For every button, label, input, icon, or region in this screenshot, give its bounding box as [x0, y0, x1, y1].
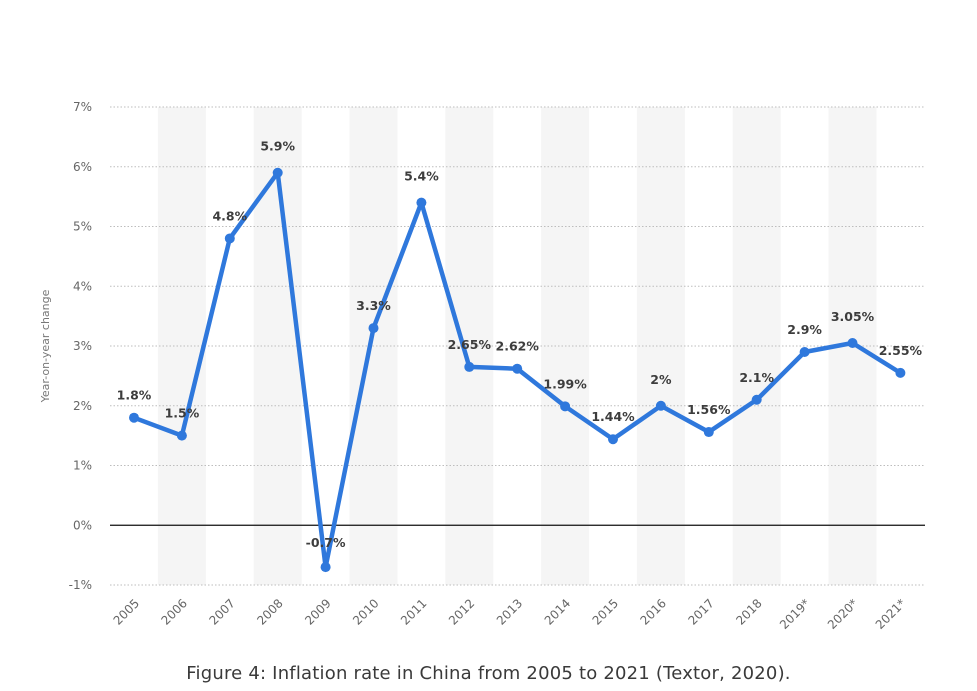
- data-point: [416, 197, 427, 208]
- data-point: [703, 427, 714, 438]
- data-point: [751, 394, 762, 405]
- column-band: [732, 107, 781, 585]
- x-tick-label: 2020*: [825, 596, 861, 632]
- data-point: [320, 562, 331, 573]
- x-axis-ticks: 2005 2006 2007 2008 2009 2010 2011 2012 2013 2014…: [111, 596, 909, 632]
- data-label: 2%: [650, 372, 672, 387]
- data-point: [464, 361, 475, 372]
- y-tick-label: 7%: [73, 100, 92, 114]
- x-tick-label: 2017: [685, 596, 716, 627]
- y-tick-label: 0%: [73, 518, 92, 532]
- x-tick-label: 2015: [590, 596, 621, 627]
- data-label: 1.99%: [543, 376, 587, 391]
- x-tick-label: 2010: [350, 596, 381, 627]
- data-label: -0.7%: [306, 535, 346, 550]
- y-tick-label: 1%: [73, 459, 92, 473]
- data-label: 2.62%: [496, 339, 540, 354]
- data-label: 4.8%: [212, 208, 247, 223]
- x-tick-label: 2005: [111, 596, 142, 627]
- data-label: 5.9%: [260, 139, 295, 154]
- x-tick-label: 2016: [638, 596, 669, 627]
- data-point: [272, 167, 283, 178]
- data-point: [129, 412, 139, 423]
- data-point: [368, 323, 379, 334]
- y-tick-label: 5%: [73, 220, 92, 234]
- data-point: [176, 430, 187, 441]
- x-tick-label: 2019*: [777, 596, 813, 632]
- y-axis-label: Year-on-year change: [39, 289, 52, 403]
- data-point: [512, 363, 523, 374]
- data-label: 5.4%: [404, 169, 439, 184]
- gridlines: [110, 106, 925, 586]
- data-point: [655, 400, 666, 411]
- x-tick-label: 2014: [542, 596, 573, 627]
- data-label: 3.05%: [831, 309, 875, 324]
- x-tick-label: 2012: [446, 596, 477, 627]
- data-points: [129, 167, 906, 573]
- data-label: 1.44%: [591, 409, 635, 424]
- x-tick-label: 2013: [494, 596, 525, 627]
- y-tick-label: 2%: [73, 399, 92, 413]
- y-tick-label: 4%: [73, 279, 92, 293]
- x-tick-label: 2009: [302, 596, 333, 627]
- y-tick-label: 6%: [73, 160, 92, 174]
- data-label: 3.3%: [356, 298, 391, 313]
- figure-caption: Figure 4: Inflation rate in China from 2…: [186, 663, 791, 684]
- line-chart: -1%0%1%2%3%4%5%6%7% Year-on-year change …: [39, 100, 925, 632]
- x-tick-label: 2021*: [873, 596, 909, 632]
- y-tick-label: -1%: [69, 578, 92, 592]
- data-point: [560, 401, 571, 412]
- x-tick-label: 2011: [398, 596, 429, 627]
- x-tick-label: 2018: [733, 596, 764, 627]
- data-point: [895, 367, 906, 378]
- data-point: [224, 233, 235, 244]
- data-label: 2.1%: [739, 370, 774, 385]
- data-labels: 1.8% 1.5% 4.8% 5.9% -0.7% 3.3% 5.4% 2.65% 2.62% 1…: [117, 139, 923, 550]
- data-label: 2.65%: [448, 337, 492, 352]
- data-label: 1.8%: [117, 388, 152, 403]
- data-label: 1.56%: [687, 402, 731, 417]
- x-tick-label: 2007: [206, 596, 237, 627]
- data-point: [847, 338, 858, 349]
- data-label: 2.9%: [787, 322, 822, 337]
- y-tick-label: 3%: [73, 339, 92, 353]
- x-tick-label: 2008: [254, 596, 285, 627]
- data-label: 2.55%: [879, 343, 923, 358]
- data-label: 1.5%: [165, 406, 200, 421]
- x-tick-label: 2006: [159, 596, 190, 627]
- data-point: [608, 434, 618, 445]
- y-axis-ticks: -1% 0% 1% 2% 3% 4% 5% 6% 7%: [69, 100, 92, 592]
- data-point: [799, 346, 810, 357]
